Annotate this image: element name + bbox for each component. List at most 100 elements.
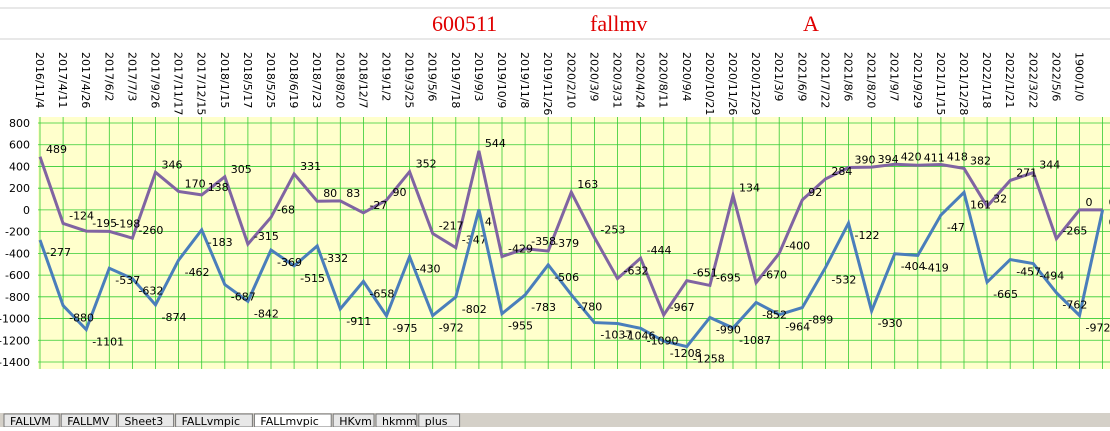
data-label: 394 [878,153,899,166]
x-tick-label: 2018/7/23 [310,52,323,108]
y-tick-label: -400 [5,247,30,260]
x-tick-label: 1900/1/0 [1073,52,1086,101]
data-label: -842 [254,307,279,320]
data-label: -198 [115,217,140,230]
y-tick-label: -1400 [0,356,30,369]
data-label: -955 [508,320,533,333]
sheet-tab-label[interactable]: FALLVM [10,415,51,427]
data-label: -632 [138,285,163,298]
data-label: -27 [369,199,387,212]
data-label: -911 [346,315,371,328]
x-tick-label: 2020/3/9 [587,52,600,101]
x-tick-label: 2018/1/15 [218,52,231,108]
x-tick-label: 2021/8/20 [865,52,878,108]
data-label: -124 [69,209,94,222]
data-label: -972 [439,322,464,335]
data-label: 418 [947,150,968,163]
data-label: 134 [739,181,760,194]
x-tick-label: 2019/11/26 [541,52,554,115]
x-tick-label: 2021/9/7 [888,52,901,101]
sheet-tab-label[interactable]: FALLMV [67,415,110,427]
x-tick-label: 2018/12/7 [356,52,369,108]
x-tick-label: 2018/6/19 [287,52,300,108]
x-tick-label: 2019/3/25 [403,52,416,108]
x-tick-label: 2020/9/4 [680,52,693,101]
x-tick-label: 2020/2/10 [564,52,577,108]
sheet-tab-label[interactable]: HKvm [339,415,372,427]
x-tick-label: 2017/9/26 [149,52,162,108]
x-tick-label: 2017/7/3 [125,52,138,101]
x-tick-label: 2020/12/29 [749,52,762,115]
data-label: -515 [300,272,325,285]
data-label: -68 [277,203,295,216]
data-label: -990 [716,323,741,336]
data-label: -332 [323,252,348,265]
x-tick-label: 2018/5/17 [241,52,254,108]
x-tick-label: 2017/4/26 [79,52,92,108]
data-label: -964 [785,321,810,334]
sheet-tab-label[interactable]: hkmm [382,415,417,427]
data-label: 411 [924,151,945,164]
data-label: 32 [993,192,1007,205]
data-label: -358 [531,235,556,248]
data-label: -975 [393,322,418,335]
x-tick-label: 2019/10/9 [495,52,508,108]
data-label: 80 [323,187,337,200]
data-label: 138 [208,181,229,194]
x-tick-label: 2016/11/4 [33,52,46,108]
data-label: -430 [416,263,441,276]
x-tick-label: 2020/10/21 [703,52,716,115]
data-label: -532 [831,274,856,287]
data-label: -429 [508,243,533,256]
data-label: 390 [855,154,876,167]
x-tick-label: 2021/12/28 [957,52,970,115]
x-tick-label: 2020/11/26 [726,52,739,115]
data-label: -265 [1062,225,1087,238]
x-tick-label: 2018/5/25 [264,52,277,108]
x-tick-label: 2021/3/9 [772,52,785,101]
data-label: 4 [485,215,492,228]
data-label: 489 [46,143,67,156]
y-tick-label: 800 [9,117,30,130]
data-label: 163 [577,178,598,191]
x-tick-label: 2022/5/6 [1049,52,1062,101]
x-tick-label: 2017/12/15 [195,52,208,115]
data-label: 90 [393,186,407,199]
data-label: 0 [1086,196,1093,209]
sheet-tab-label[interactable]: FALLvmpic [182,415,240,427]
y-tick-label: -600 [5,269,30,282]
data-label: -1090 [647,334,679,347]
data-label: -687 [231,291,256,304]
data-label: 271 [1016,166,1037,179]
sheet-code: fallmv [590,11,647,36]
data-label: 344 [1039,159,1060,172]
data-label: 352 [416,158,437,171]
x-tick-label: 2021/9/29 [911,52,924,108]
data-label: -880 [69,312,94,325]
x-tick-label: 2017/11/17 [172,52,185,115]
data-label: -967 [670,301,695,314]
x-tick-label: 2020/4/24 [634,52,647,108]
y-tick-label: -1200 [0,334,30,347]
x-tick-label: 2022/1/21 [1003,52,1016,108]
data-label: -780 [577,301,602,314]
sheet-tab-label[interactable]: plus [425,415,448,427]
data-label: 305 [231,163,252,176]
y-tick-label: -200 [5,226,30,239]
x-tick-label: 2021/7/22 [818,52,831,108]
x-tick-label: 2018/8/20 [333,52,346,108]
y-tick-label: 400 [9,160,30,173]
data-label: -665 [993,288,1018,301]
data-label: 284 [831,165,852,178]
data-label: -457 [1016,266,1041,279]
y-tick-label: 600 [9,139,30,152]
data-label: -195 [92,217,117,230]
x-tick-label: 2019/1/2 [380,52,393,101]
data-label: -930 [878,317,903,330]
data-label: -852 [762,308,787,321]
data-label: -874 [162,311,187,324]
x-tick-label: 2017/6/2 [102,52,115,101]
data-label: 420 [901,150,922,163]
sheet-tab-label[interactable]: FALLmvpic [260,415,318,427]
sheet-tab-label[interactable]: Sheet3 [124,415,163,427]
